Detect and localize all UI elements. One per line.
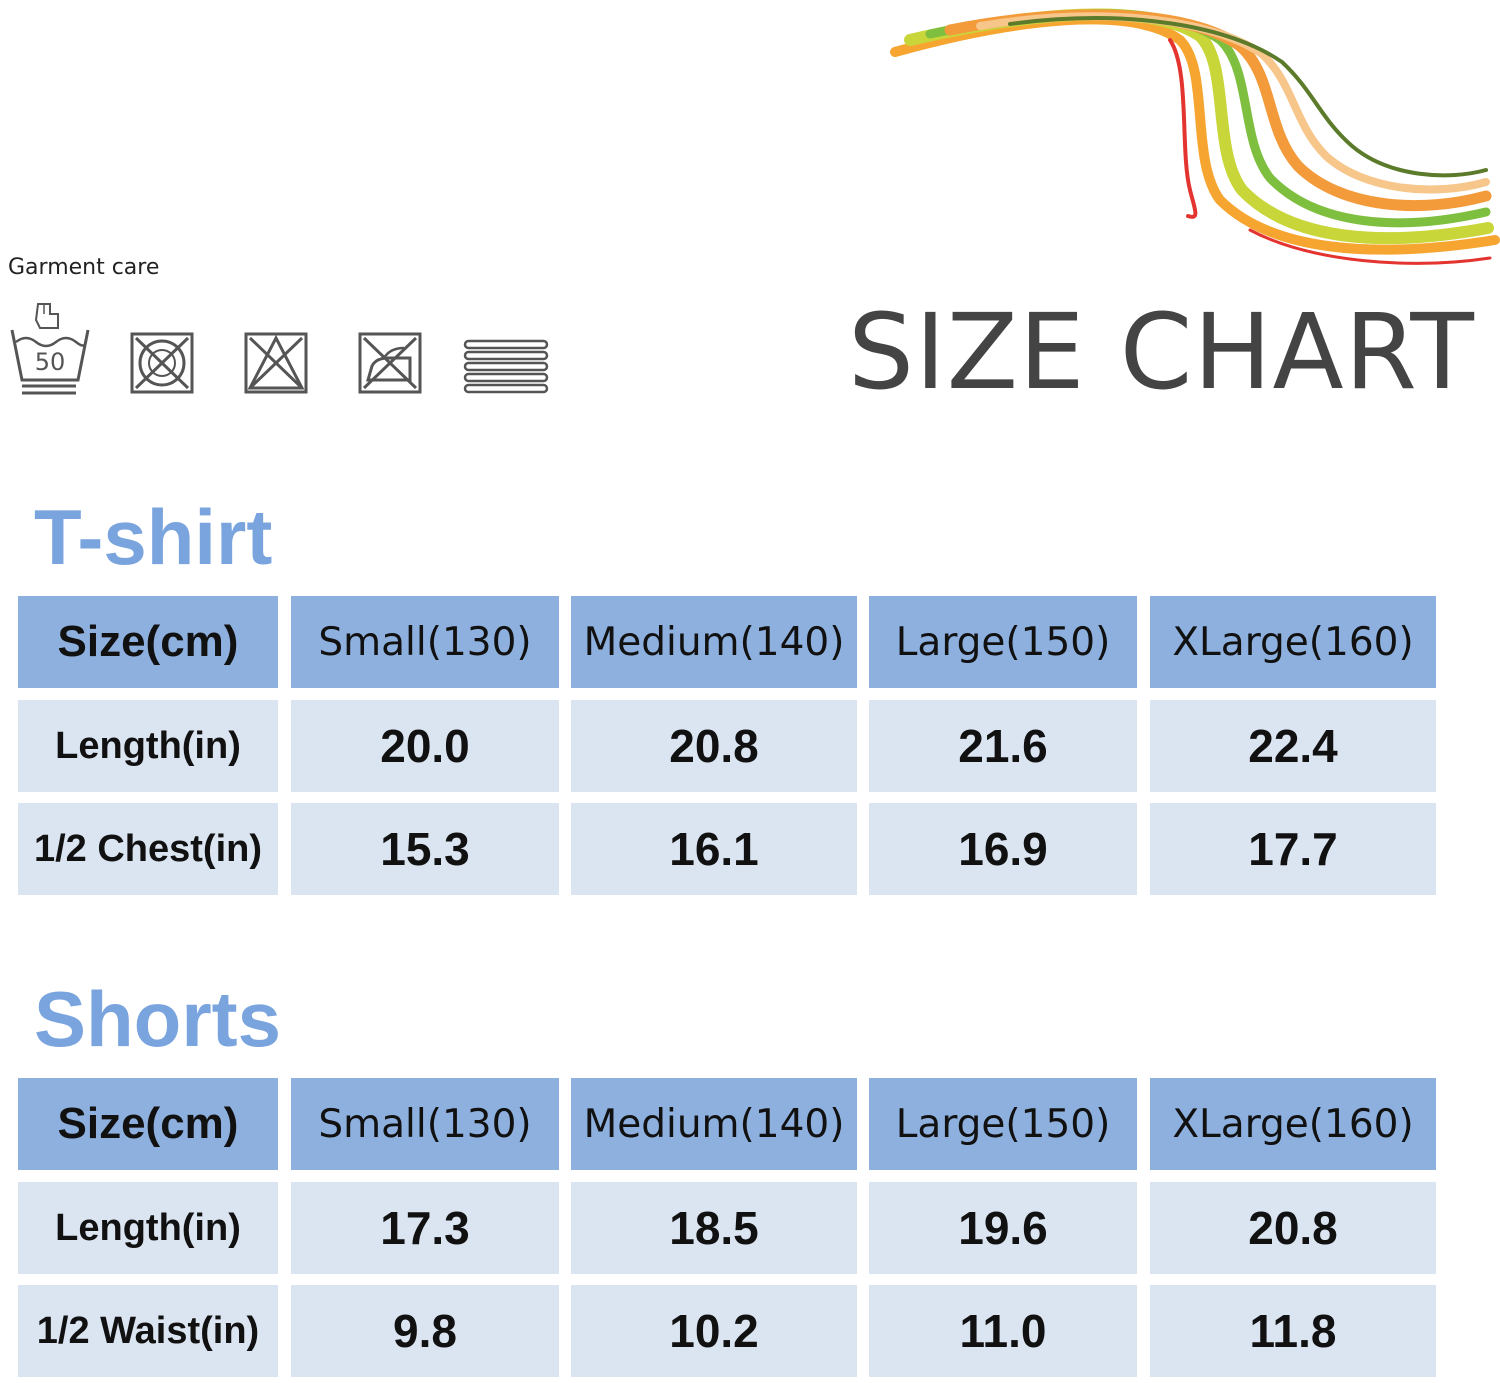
- care-icons-row: 50: [10, 300, 570, 400]
- table-row-label: Length(in): [18, 1182, 278, 1274]
- table-cell: 21.6: [869, 700, 1137, 792]
- no-iron-icon: [358, 332, 422, 394]
- table-header-cell: XLarge(160): [1150, 596, 1436, 688]
- table-header-cell: XLarge(160): [1150, 1078, 1436, 1170]
- table-header-cell: Size(cm): [18, 596, 278, 688]
- table-cell: 9.8: [291, 1285, 559, 1377]
- tshirt-section-title: T-shirt: [34, 493, 273, 581]
- no-bleach-icon: [244, 332, 308, 394]
- table-header-cell: Small(130): [291, 596, 559, 688]
- table-header-cell: Large(150): [869, 596, 1137, 688]
- wash-50-hand-icon: 50: [10, 303, 90, 395]
- table-cell: 20.8: [571, 700, 857, 792]
- table-cell: 17.7: [1150, 803, 1436, 895]
- no-tumble-dry-icon: [130, 332, 194, 394]
- decorative-swoosh: [890, 8, 1500, 265]
- table-header-cell: Medium(140): [571, 596, 857, 688]
- table-header-cell: Size(cm): [18, 1078, 278, 1170]
- table-cell: 22.4: [1150, 700, 1436, 792]
- table-header-cell: Small(130): [291, 1078, 559, 1170]
- table-cell: 18.5: [571, 1182, 857, 1274]
- shorts-size-table: Size(cm) Small(130) Medium(140) Large(15…: [18, 1078, 1438, 1378]
- table-header-cell: Large(150): [869, 1078, 1137, 1170]
- size-chart-title: SIZE CHART: [848, 291, 1475, 413]
- table-row-label: Length(in): [18, 700, 278, 792]
- dry-flat-icon: [463, 339, 549, 394]
- table-row-label: 1/2 Chest(in): [18, 803, 278, 895]
- table-cell: 16.1: [571, 803, 857, 895]
- table-cell: 19.6: [869, 1182, 1137, 1274]
- table-cell: 11.8: [1150, 1285, 1436, 1377]
- table-cell: 10.2: [571, 1285, 857, 1377]
- shorts-section-title: Shorts: [34, 975, 282, 1063]
- table-cell: 16.9: [869, 803, 1137, 895]
- table-cell: 11.0: [869, 1285, 1137, 1377]
- tshirt-size-table: Size(cm) Small(130) Medium(140) Large(15…: [18, 596, 1438, 896]
- table-cell: 20.8: [1150, 1182, 1436, 1274]
- table-row-label: 1/2 Waist(in): [18, 1285, 278, 1377]
- table-cell: 15.3: [291, 803, 559, 895]
- table-cell: 20.0: [291, 700, 559, 792]
- table-cell: 17.3: [291, 1182, 559, 1274]
- wash-temperature-label: 50: [35, 348, 66, 376]
- table-header-cell: Medium(140): [571, 1078, 857, 1170]
- garment-care-title: Garment care: [8, 255, 160, 280]
